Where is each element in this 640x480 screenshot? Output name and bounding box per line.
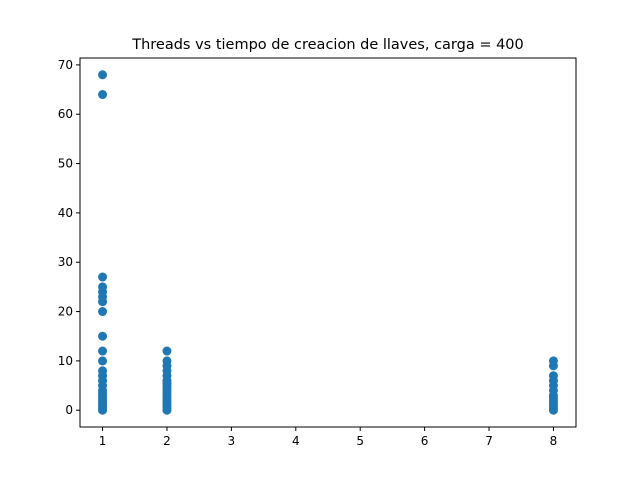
y-axis-ticks: 0 10 20 30 40 50 60 70	[58, 58, 80, 417]
x-tick-label: 1	[99, 434, 107, 448]
axes-frame	[79, 57, 577, 428]
x-tick-label: 4	[292, 434, 300, 448]
data-point	[98, 331, 108, 341]
y-tick-label: 50	[58, 157, 73, 171]
x-tick-label: 5	[356, 434, 364, 448]
x-tick-label: 2	[163, 434, 171, 448]
data-point	[548, 371, 558, 381]
y-tick-label: 0	[65, 403, 73, 417]
data-point	[98, 272, 108, 282]
y-tick-label: 40	[58, 206, 73, 220]
y-tick-label: 70	[58, 58, 73, 72]
y-tick-label: 30	[58, 255, 73, 269]
x-tick-label: 7	[485, 434, 493, 448]
data-points	[98, 70, 558, 415]
data-point	[98, 346, 108, 356]
data-point	[162, 346, 172, 356]
data-point	[98, 282, 108, 292]
data-point	[98, 90, 108, 100]
x-tick-label: 6	[421, 434, 429, 448]
x-tick-label: 3	[228, 434, 236, 448]
chart-title: Threads vs tiempo de creacion de llaves,…	[131, 37, 524, 53]
y-tick-label: 20	[58, 305, 73, 319]
data-point	[98, 70, 108, 80]
x-tick-label: 8	[550, 434, 558, 448]
data-point	[98, 356, 108, 366]
data-point	[98, 366, 108, 376]
data-point	[98, 307, 108, 317]
data-point	[162, 356, 172, 366]
y-tick-label: 60	[58, 107, 73, 121]
data-point	[548, 356, 558, 366]
x-axis-ticks: 1 2 3 4 5 6 7 8	[99, 427, 558, 448]
y-tick-label: 10	[58, 354, 73, 368]
